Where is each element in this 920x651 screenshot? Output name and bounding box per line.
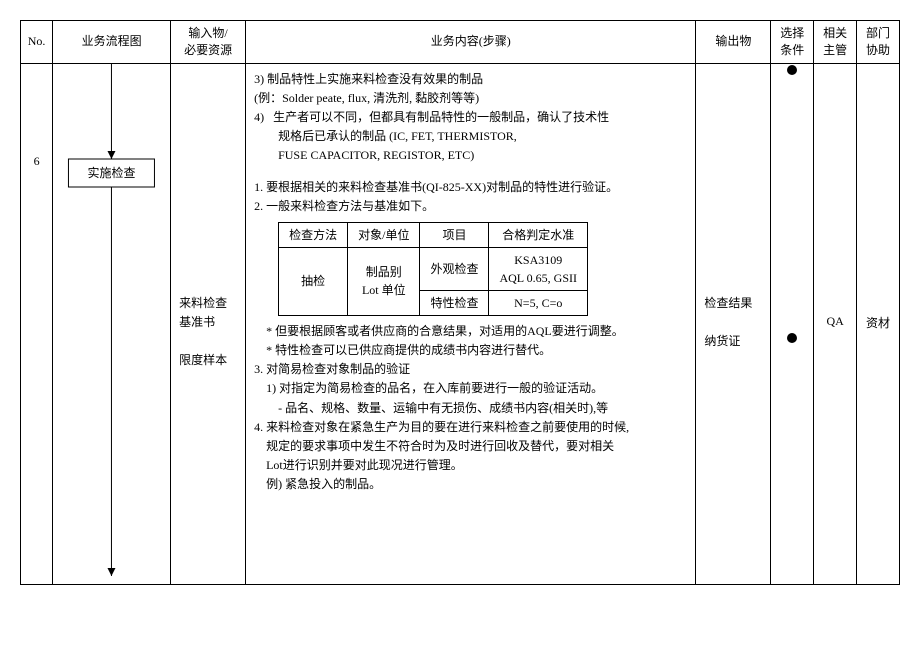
flowchart-svg: 实施检查 [53, 64, 170, 584]
l-note2: * 特性检查可以已供应商提供的成绩书内容进行替代。 [254, 341, 687, 360]
l-p4a: 4. 来料检查对象在紧急生产为目的要在进行来料检查之前要使用的时候, [254, 418, 687, 437]
hdr-output: 输出物 [696, 21, 771, 64]
u-l1: 3) 制品特性上实施来料检查没有效果的制品 [254, 70, 687, 89]
ir-std1: KSA3109 AQL 0.65, GSII [489, 247, 588, 290]
ir-item1: 外观检查 [420, 247, 489, 290]
ih3: 项目 [420, 222, 489, 247]
header-row: No. 业务流程图 输入物/ 必要资源 业务内容(步骤) 输出物 选择 条件 相… [21, 21, 900, 64]
cell-cond-upper [771, 63, 814, 171]
l-p3b: - 品名、规格、数量、运输中有无损伤、成绩书内容(相关时),等 [254, 399, 687, 418]
input-text: 来料检查 基准书 限度样本 [171, 64, 245, 377]
output-text: 检查结果 纳货证 [696, 64, 770, 358]
hdr-dept: 部门 协助 [857, 21, 900, 64]
ir-std2: N=5, C=o [489, 290, 588, 315]
l-p4d: 例) 紧急投入的制品。 [254, 475, 687, 494]
hdr-flow: 业务流程图 [53, 21, 171, 64]
ih2: 对象/单位 [348, 222, 420, 247]
cell-body-upper: 3) 制品特性上实施来料检查没有效果的制品 (例：Solder peate, f… [246, 63, 696, 171]
cell-output: 检查结果 纳货证 [696, 63, 771, 584]
u-l4: 规格后已承认的制品 (IC, FET, THERMISTOR, [254, 127, 687, 146]
ih1: 检查方法 [279, 222, 348, 247]
hdr-cond: 选择 条件 [771, 21, 814, 64]
hdr-no: No. [21, 21, 53, 64]
dept-text: 资材 [857, 64, 899, 331]
u-l3b: 生产者可以不同，但都具有制品特性的一般制品，确认了技术性 [273, 110, 609, 124]
cell-flow: 实施检查 [53, 63, 171, 584]
hdr-mgr: 相关 主管 [814, 21, 857, 64]
mgr-text: QA [814, 64, 856, 329]
ir-method: 抽检 [279, 247, 348, 315]
l-note1: * 但要根据顾客或者供应商的合意结果，对适用的AQL要进行调整。 [254, 322, 687, 341]
inner-table: 检查方法 对象/单位 项目 合格判定水准 抽检 制品别 Lot 单位 外观检查 … [278, 222, 588, 316]
l-p3: 3. 对简易检查对象制品的验证 [254, 360, 687, 379]
l-p4c: Lot进行识别并要对此现况进行管理。 [254, 456, 687, 475]
u-l3a: 4) [254, 110, 264, 124]
l-p2: 2. 一般来料检查方法与基准如下。 [254, 197, 687, 216]
hdr-body: 业务内容(步骤) [246, 21, 696, 64]
ih4: 合格判定水准 [489, 222, 588, 247]
ir-unit: 制品别 Lot 单位 [348, 247, 420, 315]
l-p3a: 1) 对指定为简易检查的品名，在入库前要进行一般的验证活动。 [254, 379, 687, 398]
cell-mgr: QA [814, 63, 857, 584]
cell-body-lower: 1. 要根据相关的来料检查基准书(QI-825-XX)对制品的特性进行验证。 2… [246, 172, 696, 585]
flow-box-label: 实施检查 [88, 165, 136, 180]
cell-dept: 资材 [857, 63, 900, 584]
cell-input: 来料检查 基准书 限度样本 [171, 63, 246, 584]
table-row: 6 实施检查 来料检查 基准书 限度样本 [21, 63, 900, 171]
u-l5: FUSE CAPACITOR, REGISTOR, ETC) [254, 146, 687, 165]
l-p4b: 规定的要求事项中发生不符合时为及时进行回收及替代，要对相关 [254, 437, 687, 456]
process-table: No. 业务流程图 输入物/ 必要资源 业务内容(步骤) 输出物 选择 条件 相… [20, 20, 900, 585]
ir-item2: 特性检查 [420, 290, 489, 315]
dot-icon [787, 65, 797, 75]
u-l2: (例：Solder peate, flux, 清洗剂, 黏胶剂等等) [254, 89, 687, 108]
cell-no: 6 [21, 63, 53, 584]
hdr-input: 输入物/ 必要资源 [171, 21, 246, 64]
l-p1: 1. 要根据相关的来料检查基准书(QI-825-XX)对制品的特性进行验证。 [254, 178, 687, 197]
cell-cond-lower [771, 172, 814, 585]
dot-icon [787, 333, 797, 343]
